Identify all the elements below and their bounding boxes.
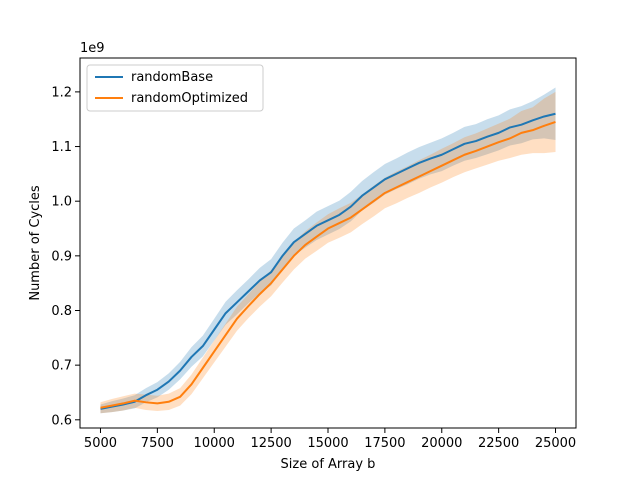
x-tick-label: 7500 [141,436,174,451]
x-tick-label: 15000 [307,436,348,451]
legend-box [86,64,264,112]
legend: randomBase randomOptimized [86,64,264,112]
series-line-random-base [100,112,556,410]
x-tick-label: 12500 [250,436,291,451]
x-axis-ticks: 5000 7500 10000 12500 15000 17500 20000 22500 25… [84,428,576,451]
x-tick-label: 17500 [364,436,405,451]
y-tick-label: 1.0 [51,195,72,210]
y-tick-label: 1.1 [51,140,72,155]
confidence-band-random-optimized [100,91,556,414]
y-tick-label: 0.7 [51,359,72,374]
y-tick-label: 0.6 [51,413,72,428]
x-tick-label: 5000 [84,436,117,451]
y-axis-offset-label: 1e9 [80,41,105,56]
y-axis-ticks: 0.6 0.7 0.8 0.9 1.0 1.1 1.2 [51,85,80,428]
y-tick-label: 0.9 [51,249,72,264]
series-line-random-optimized [100,120,556,409]
x-tick-label: 25000 [535,436,576,451]
x-axis-label: Size of Array b [281,457,376,472]
y-tick-label: 1.2 [51,85,72,100]
x-tick-label: 22500 [478,436,519,451]
y-tick-label: 0.8 [51,304,72,319]
confidence-band-random-base [100,87,556,414]
series-lines [100,112,556,410]
y-axis-label: Number of Cycles [28,185,43,301]
legend-label-random-optimized: randomOptimized [131,91,248,106]
confidence-bands [100,87,556,414]
legend-label-random-base: randomBase [131,70,213,85]
x-tick-label: 10000 [194,436,235,451]
x-tick-label: 20000 [421,436,462,451]
